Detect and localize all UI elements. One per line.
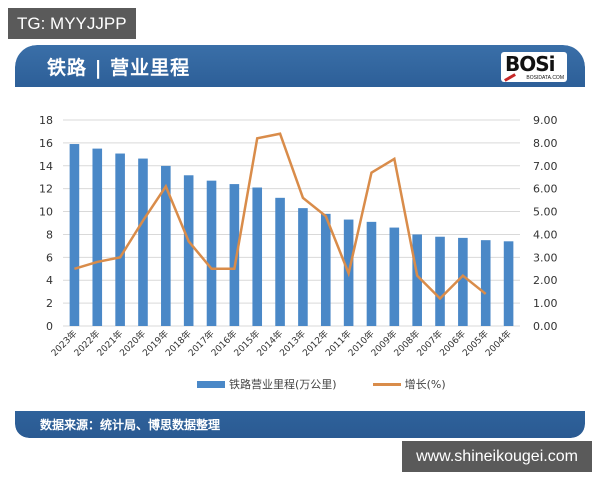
left-axis-tick: 6 [46, 251, 53, 264]
right-axis-tick: 7.00 [533, 160, 558, 173]
card-footer: 数据来源：统计局、博思数据整理 [15, 411, 585, 438]
bar [229, 184, 240, 326]
legend-line-swatch-icon [372, 382, 401, 386]
chart-card: 铁路 | 营业里程 BOSi BOSIDATA.COM 0 2 4 6 8 10 12 14 1… [15, 45, 585, 438]
bar [389, 227, 400, 326]
left-axis-tick: 14 [39, 160, 53, 173]
left-axis-tick: 16 [39, 137, 53, 150]
bar [480, 240, 491, 326]
left-axis-tick: 12 [39, 183, 53, 196]
left-axis-tick: 2 [46, 297, 53, 310]
left-axis-tick: 0 [46, 320, 53, 333]
growth-line [74, 132, 487, 301]
chart-legend: 铁路营业里程(万公里) 增长(%) [197, 376, 446, 392]
bar [320, 213, 331, 326]
bar [503, 241, 514, 326]
chart-title: 铁路 | 营业里程 [47, 57, 191, 79]
chart-plot: 0 2 4 6 8 10 12 14 16 18 0.00 1.00 2.00 3.00 4.00 5.00 6… [39, 114, 558, 359]
legend-bar-label: 铁路营业里程(万公里) [229, 378, 337, 391]
bar [115, 153, 125, 326]
card-header: 铁路 | 营业里程 BOSi BOSIDATA.COM [15, 45, 585, 87]
data-source: 数据来源：统计局、博思数据整理 [40, 418, 221, 432]
right-axis-tick: 1.00 [533, 297, 558, 310]
bar [435, 236, 445, 326]
bar [275, 197, 285, 326]
bar [69, 144, 80, 326]
tg-badge: TG: MYYJJPP [8, 8, 136, 39]
bar [366, 221, 377, 326]
left-axis-tick: 4 [46, 274, 53, 287]
right-axis-tick: 0.00 [533, 320, 558, 333]
bar [252, 187, 263, 326]
bar [92, 148, 103, 326]
left-axis-tick: 8 [46, 228, 53, 241]
right-axis-tick: 9.00 [533, 114, 558, 127]
bosi-logo: BOSi BOSIDATA.COM [501, 52, 567, 82]
left-axis-tick: 10 [39, 206, 53, 219]
bar [161, 165, 171, 326]
bar [206, 180, 217, 326]
legend-line-label: 增长(%) [404, 378, 446, 391]
legend-bar-swatch-icon [197, 380, 225, 388]
right-axis-tick: 3.00 [533, 251, 558, 264]
bar [138, 158, 148, 326]
right-axis-tick: 6.00 [533, 183, 558, 196]
bar [183, 175, 194, 326]
logo-text: BOSi [505, 52, 556, 76]
right-axis-tick: 8.00 [533, 137, 558, 150]
left-axis-tick: 18 [39, 114, 53, 127]
bar [412, 234, 422, 326]
site-url-badge: www.shineikougei.com [402, 441, 592, 472]
right-axis-tick: 4.00 [533, 228, 558, 241]
right-axis-tick: 5.00 [533, 206, 558, 219]
bar [298, 208, 308, 326]
x-axis-label: 2004年 [483, 328, 514, 359]
bar [458, 237, 468, 326]
logo-subtext: BOSIDATA.COM [526, 75, 564, 81]
right-axis-tick: 2.00 [533, 274, 558, 287]
